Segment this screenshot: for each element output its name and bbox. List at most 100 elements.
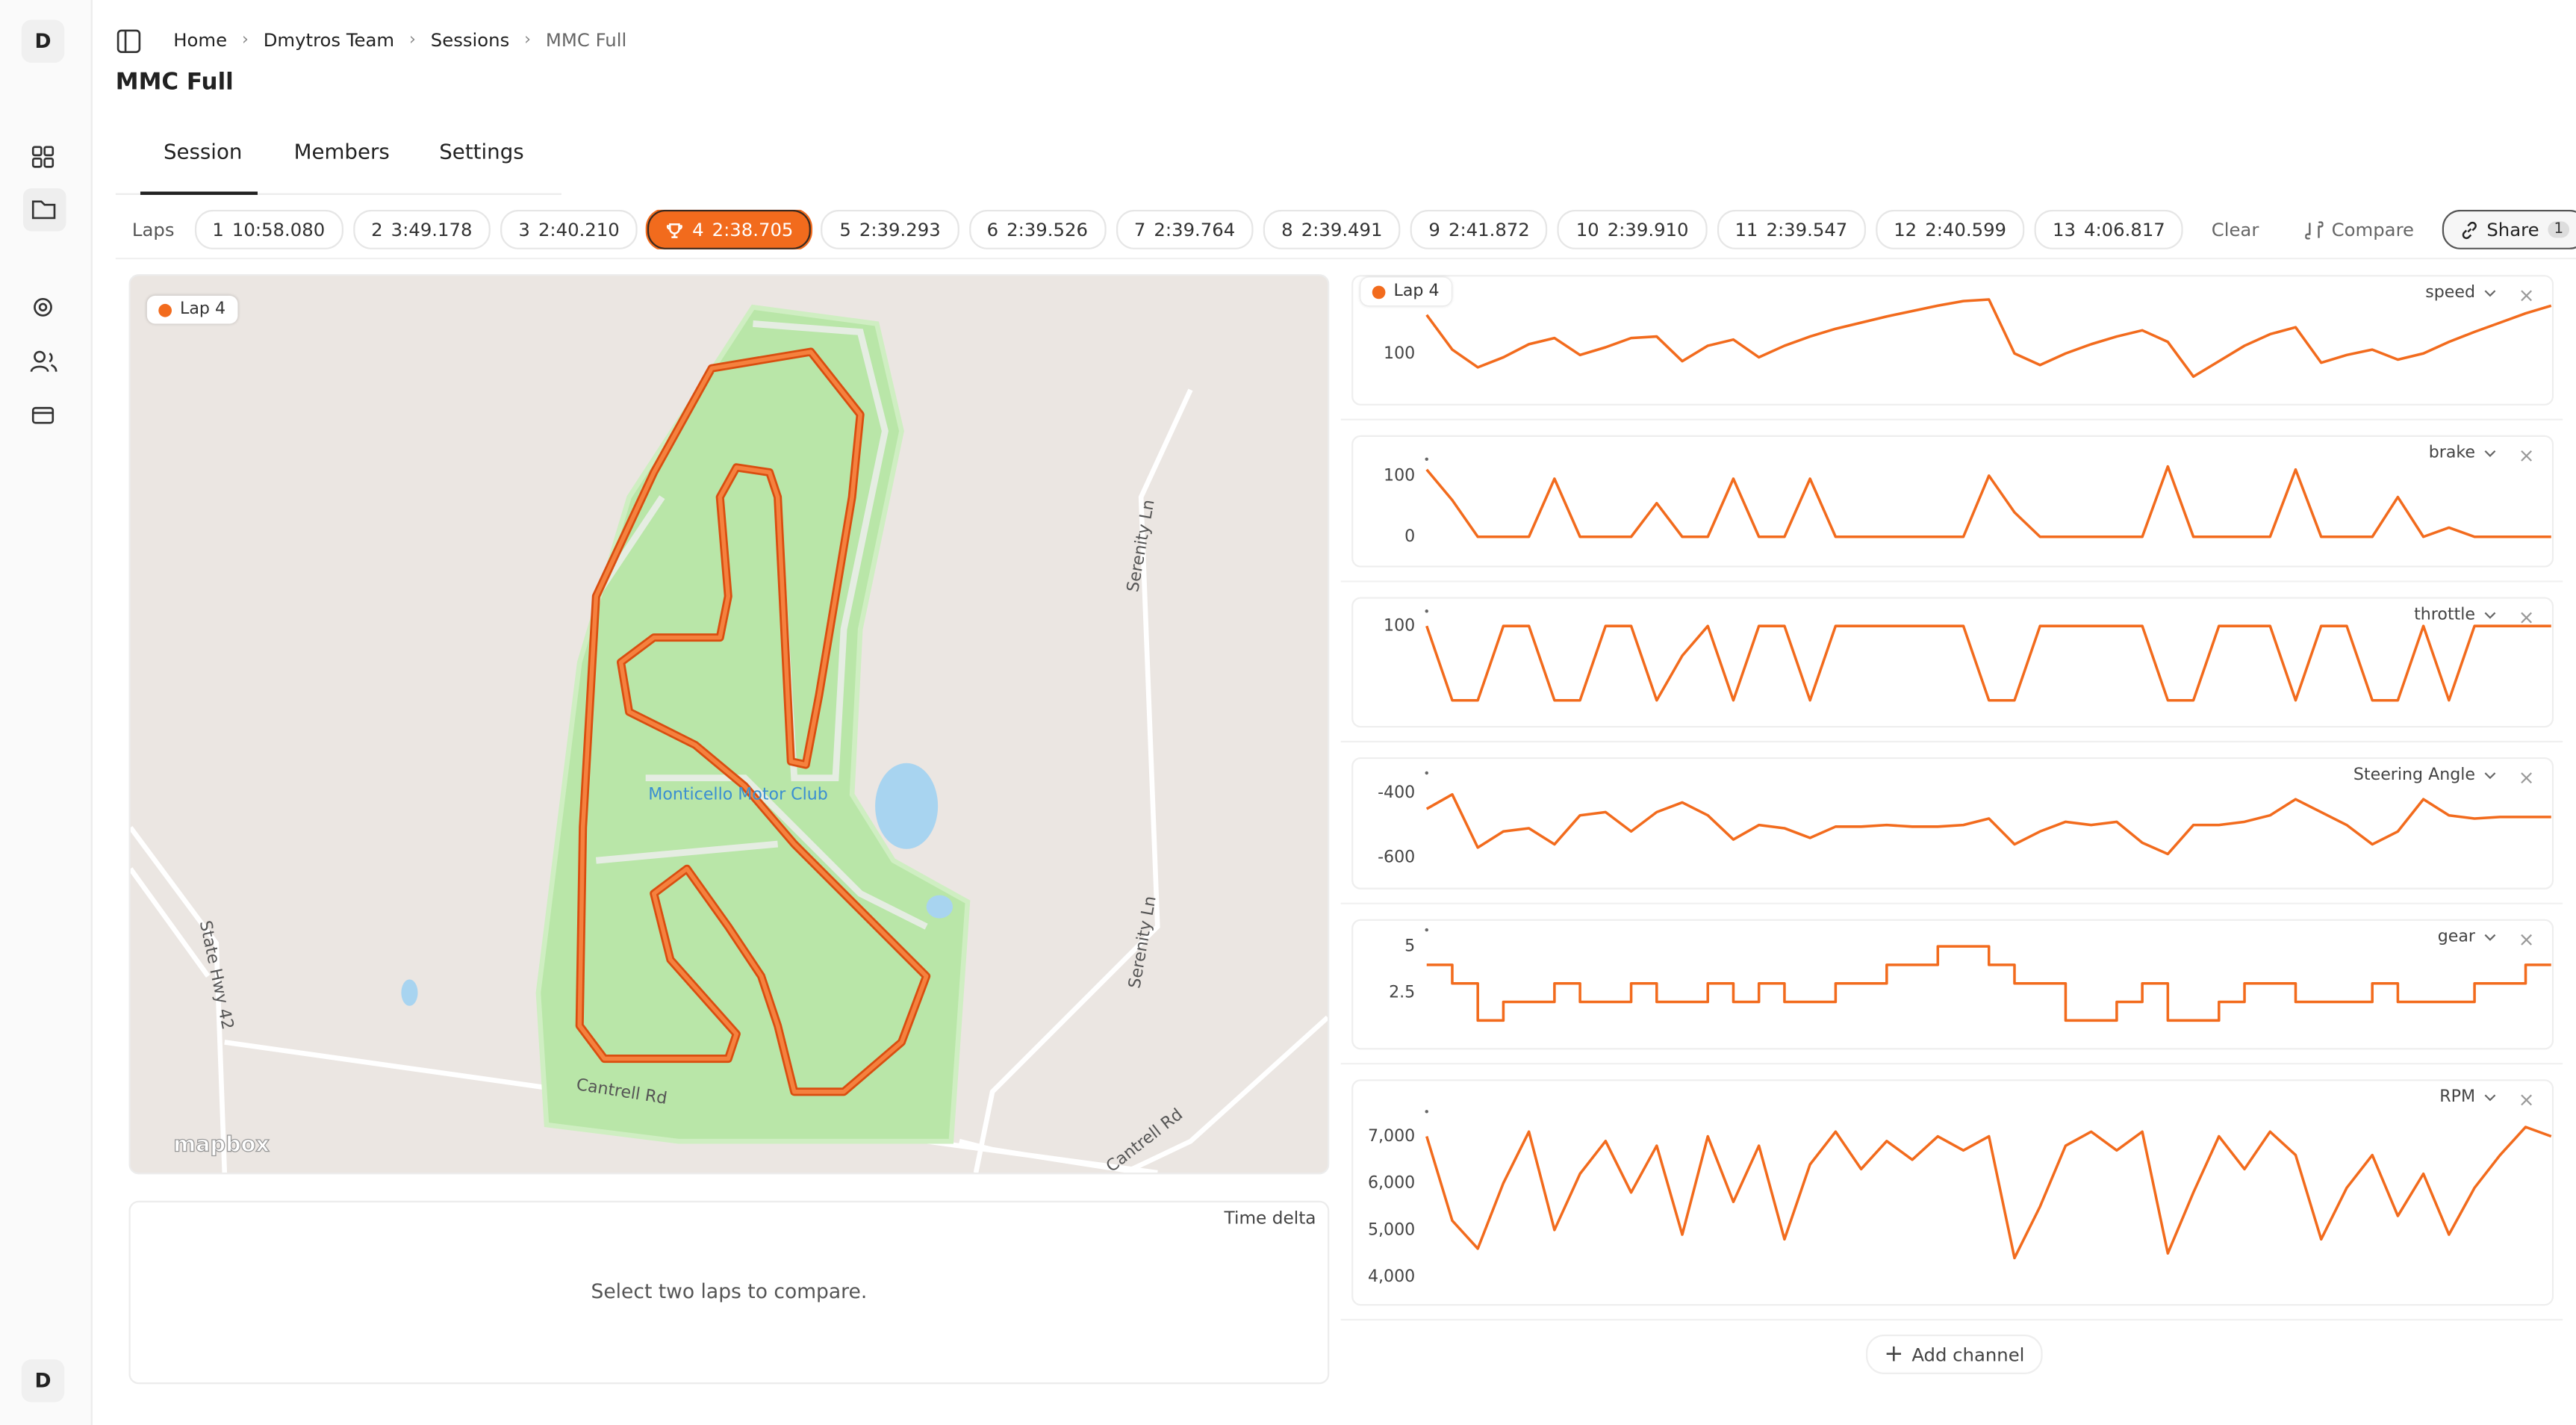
channel-line	[1425, 1126, 2552, 1260]
lap-trace	[577, 350, 929, 1094]
lap-pill[interactable]: 5 2:39.293	[821, 209, 959, 249]
road	[130, 825, 228, 1173]
share-count: 1	[2547, 221, 2570, 238]
channel-name[interactable]: Steering Angle	[2353, 765, 2475, 784]
clear-button[interactable]: Clear	[2193, 209, 2277, 249]
button-label: Clear	[2211, 219, 2259, 240]
channel-name[interactable]: gear	[2438, 927, 2476, 946]
pond	[926, 895, 953, 919]
y-tick-label: 5,000	[1368, 1220, 1415, 1239]
track-grounds	[535, 304, 971, 1144]
lap-pill[interactable]: 3 2:40.210	[500, 209, 638, 249]
breadcrumb-separator: ›	[241, 31, 249, 50]
breadcrumb-separator: ›	[409, 31, 416, 50]
lap-bar: Laps 1 10:58.080 2 3:49.178 3 2:40.210 4 2:38.7…	[132, 209, 2576, 249]
lap-pill[interactable]: 4 2:38.705	[647, 209, 812, 249]
channel-remove	[2521, 934, 2533, 946]
y-tick-label: 100	[1384, 344, 1415, 363]
divider	[115, 257, 2576, 260]
channel-dropdown	[2484, 612, 2496, 619]
lap-number: 12	[1894, 219, 1917, 240]
settings-icon[interactable]	[34, 297, 52, 317]
compare-button[interactable]: Compare	[2286, 209, 2433, 249]
axis-dot	[1425, 457, 1428, 462]
channel-line	[1425, 792, 2551, 856]
map[interactable]: Monticello Motor Club Serenity Ln Sereni…	[128, 274, 1330, 1175]
lap-number: 11	[1735, 219, 1758, 240]
tab[interactable]: Settings	[439, 138, 524, 164]
lap-pill[interactable]: 12 2:40.599	[1875, 209, 2025, 249]
channel-line	[1425, 298, 2552, 378]
lap-time: 2:39.910	[1607, 219, 1689, 240]
add-channel-button[interactable]: + Add channel	[1865, 1334, 2043, 1374]
members-icon[interactable]	[30, 350, 57, 372]
lap-pill[interactable]: 7 2:39.764	[1116, 209, 1254, 249]
channel-name[interactable]: RPM	[2439, 1087, 2475, 1106]
lap-time: 2:39.491	[1301, 219, 1383, 240]
billing-icon[interactable]	[31, 406, 55, 424]
channel-name[interactable]: throttle	[2414, 604, 2475, 624]
tabs-border	[115, 193, 561, 195]
share-button[interactable]: Share 1	[2442, 209, 2576, 249]
lap-number: 3	[518, 219, 530, 240]
y-tick-label: 6,000	[1368, 1173, 1415, 1193]
lap-pill[interactable]: 8 2:39.491	[1263, 209, 1401, 249]
dashboard-icon[interactable]	[31, 146, 55, 168]
lap-time: 2:38.705	[712, 219, 794, 240]
channel-dropdown	[2484, 290, 2496, 297]
breadcrumb-item[interactable]: Dmytros Team	[263, 29, 395, 52]
lap-time: 4:06.817	[2083, 219, 2165, 240]
breadcrumb-separator: ›	[524, 31, 532, 50]
y-tick-label: -400	[1378, 783, 1415, 802]
panel-title: Time delta	[1224, 1208, 1316, 1229]
chart-panel	[1351, 275, 2554, 406]
lap-pill[interactable]: 11 2:39.547	[1717, 209, 1866, 249]
tab[interactable]: Members	[293, 138, 390, 164]
axis-dot	[1425, 609, 1428, 613]
lap-number: 6	[986, 219, 999, 240]
channel-dropdown	[2484, 772, 2496, 780]
channel-dropdown	[2484, 934, 2496, 941]
lap-pill[interactable]: 10 2:39.910	[1558, 209, 1707, 249]
breadcrumb: Home › Dmytros Team › Sessions › MMC Full	[173, 30, 626, 52]
map-attribution[interactable]: mapbox	[173, 1131, 271, 1157]
chart-panel	[1351, 1079, 2554, 1306]
sidebar-toggle[interactable]	[116, 28, 142, 55]
legend-label: Lap 4	[1393, 282, 1440, 301]
channel-line	[1425, 465, 2551, 538]
lap-pill[interactable]: 9 2:41.872	[1410, 209, 1549, 249]
lap-number: 9	[1428, 219, 1440, 240]
lap-pill[interactable]: 2 3:49.178	[352, 209, 491, 249]
y-tick-label: 100	[1384, 465, 1415, 485]
trophy-icon-path	[667, 223, 683, 238]
button-label: Add channel	[1911, 1344, 2025, 1365]
lake	[875, 763, 939, 849]
breadcrumb-item[interactable]: MMC Full	[545, 29, 627, 52]
lap-pill[interactable]: 13 4:06.817	[2034, 209, 2184, 249]
pond	[401, 979, 418, 1006]
workspace-avatar[interactable]: D	[21, 19, 65, 63]
breadcrumb-item[interactable]: Sessions	[430, 29, 510, 52]
lap-pill[interactable]: 1 10:58.080	[194, 209, 343, 249]
lap-number: 10	[1575, 219, 1599, 240]
lap-number: 8	[1281, 219, 1293, 240]
y-tick-label: 4,000	[1368, 1267, 1415, 1286]
channel-line	[1426, 945, 2551, 1022]
sessions-icon[interactable]	[22, 188, 66, 232]
map-canvas: Monticello Motor Club Serenity Ln Sereni…	[130, 304, 1328, 1173]
chart-panel	[1351, 919, 2554, 1050]
axis-dot	[1425, 1110, 1428, 1114]
y-tick-label: 100	[1384, 616, 1415, 636]
breadcrumb-item[interactable]: Home	[173, 29, 228, 52]
user-avatar[interactable]: D	[21, 1359, 65, 1403]
lap-time: 3:49.178	[391, 219, 473, 240]
trophy-icon	[667, 223, 683, 238]
channel-dropdown	[2484, 450, 2496, 457]
channel-name[interactable]: speed	[2425, 282, 2475, 302]
lap-pill[interactable]: 6 2:39.526	[968, 209, 1107, 249]
button-label: Compare	[2331, 219, 2415, 240]
tab[interactable]: Session	[163, 138, 243, 164]
link-icon	[2462, 220, 2477, 238]
channel-name[interactable]: brake	[2429, 443, 2475, 462]
channel-remove	[2521, 772, 2533, 784]
